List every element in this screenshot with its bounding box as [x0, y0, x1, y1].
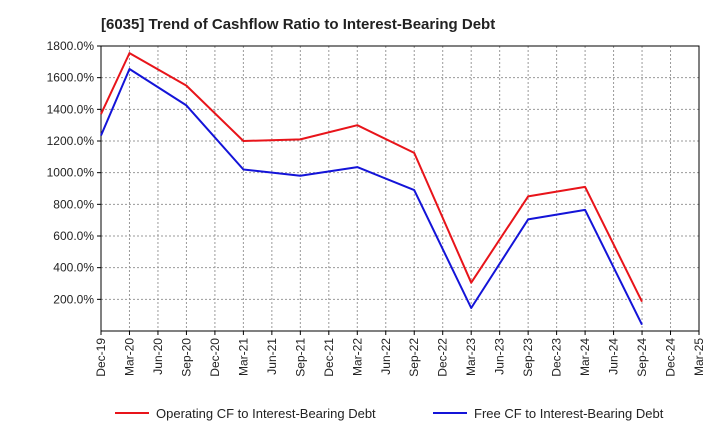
- y-tick-label: 800.0%: [53, 197, 94, 211]
- x-tick-label: Jun-21: [265, 338, 279, 375]
- series-line-1: [100, 52, 643, 303]
- x-tick-label: Jun-23: [493, 338, 507, 375]
- x-tick-label: Sep-24: [635, 338, 649, 377]
- y-tick-label: 1400.0%: [47, 102, 95, 116]
- x-tick-label: Dec-21: [322, 338, 336, 377]
- x-tick-label: Sep-22: [407, 338, 421, 377]
- legend-label-2: Free CF to Interest-Bearing Debt: [474, 406, 664, 421]
- y-tick-label: 1200.0%: [47, 134, 95, 148]
- x-tick-label: Dec-19: [94, 338, 108, 377]
- x-tick-label: Mar-25: [692, 338, 706, 376]
- plot-area-border: [100, 45, 700, 332]
- series-lines: [100, 52, 643, 326]
- x-tick-label: Jun-20: [151, 338, 165, 375]
- x-tick-label: Sep-23: [521, 338, 535, 377]
- x-tick-label: Dec-24: [664, 338, 678, 377]
- y-tick-label: 600.0%: [53, 229, 94, 243]
- x-tick-label: Jun-22: [379, 338, 393, 375]
- x-tick-label: Mar-24: [578, 338, 592, 376]
- x-tick-label: Jun-24: [607, 338, 621, 375]
- y-tick-label: 400.0%: [53, 261, 94, 275]
- x-tick-label: Dec-20: [208, 338, 222, 377]
- x-tick-label: Mar-22: [350, 338, 364, 376]
- x-tick-label: Mar-20: [122, 338, 136, 376]
- series-line-2: [100, 68, 643, 326]
- x-axis-ticks: Dec-19 Mar-20 Jun-20 Sep-20 Dec-20 Mar-21 Jun-…: [94, 331, 706, 377]
- y-tick-label: 1000.0%: [47, 166, 95, 180]
- legend: Operating CF to Interest-Bearing Debt Fre…: [115, 406, 664, 421]
- y-tick-label: 1800.0%: [47, 39, 95, 53]
- y-axis-ticks: 200.0% 400.0% 600.0% 800.0% 1000.0% 1200.0% 14…: [47, 39, 101, 306]
- x-tick-label: Sep-20: [179, 338, 193, 377]
- x-tick-label: Mar-21: [236, 338, 250, 376]
- x-tick-label: Dec-23: [550, 338, 564, 377]
- x-tick-label: Dec-22: [436, 338, 450, 377]
- chart-title: [6035] Trend of Cashflow Ratio to Intere…: [101, 16, 496, 33]
- x-tick-label: Sep-21: [293, 338, 307, 377]
- legend-label-1: Operating CF to Interest-Bearing Debt: [156, 406, 376, 421]
- y-tick-label: 200.0%: [53, 292, 94, 306]
- grid: [101, 45, 699, 331]
- y-tick-label: 1600.0%: [47, 71, 95, 85]
- x-tick-label: Mar-23: [464, 338, 478, 376]
